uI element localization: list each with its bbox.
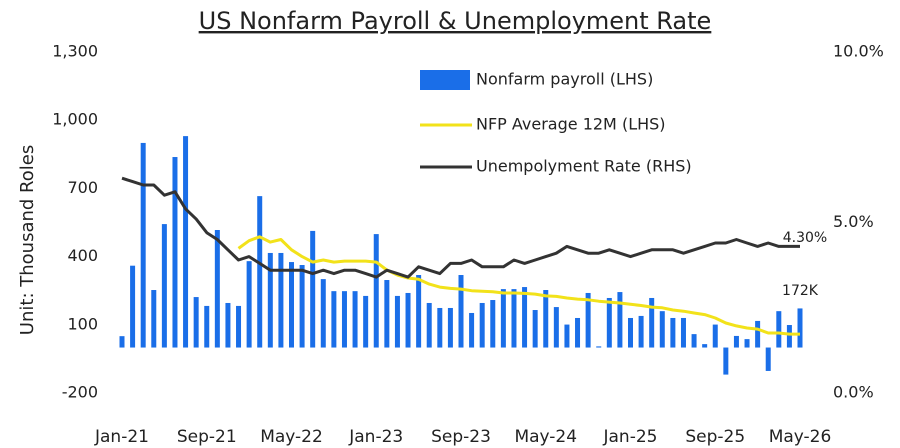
bar <box>299 265 305 348</box>
bar <box>426 302 432 348</box>
bar <box>691 334 697 348</box>
bar <box>712 324 718 348</box>
bar <box>236 305 242 348</box>
legend-swatch <box>420 70 470 90</box>
y-tick-label: 1,300 <box>52 42 98 61</box>
bar <box>289 262 294 348</box>
annotation: 172K <box>782 283 819 299</box>
x-tick-label: Jan-25 <box>603 427 658 447</box>
bar <box>161 224 167 348</box>
bar <box>469 312 475 348</box>
bar <box>458 275 464 348</box>
bar <box>331 291 337 348</box>
legend-label: Unempolyment Rate (RHS) <box>476 157 692 176</box>
bar <box>723 347 729 375</box>
bar <box>765 347 771 371</box>
y-axis-title: Unit: Thousand Roles <box>17 145 38 335</box>
bar <box>447 307 453 348</box>
y2-tick-label: 0.0% <box>833 383 874 402</box>
chart-title: US Nonfarm Payroll & Unemployment Rate <box>199 7 712 35</box>
y2-tick-label: 10.0% <box>833 42 884 61</box>
bar <box>214 230 220 348</box>
bar <box>416 275 422 348</box>
bar <box>119 336 125 348</box>
bar <box>267 252 273 348</box>
bar <box>246 261 252 348</box>
bar <box>596 346 602 348</box>
x-tick-label: Jan-21 <box>94 427 149 447</box>
bar <box>130 265 136 348</box>
y-tick-label: 1,000 <box>52 110 98 129</box>
bar <box>257 196 263 348</box>
legend-label: Nonfarm payroll (LHS) <box>476 70 653 89</box>
bar <box>786 325 792 348</box>
bar <box>193 297 199 348</box>
bar <box>532 310 538 348</box>
x-tick-label: Sep-25 <box>685 427 745 447</box>
legend-label: NFP Average 12M (LHS) <box>476 115 666 134</box>
bar <box>670 317 676 348</box>
x-tick-label: Jan-23 <box>348 427 403 447</box>
bar <box>617 292 623 348</box>
bar <box>437 307 443 348</box>
y-tick-label: 700 <box>67 178 98 197</box>
line-series <box>121 176 800 279</box>
bar <box>490 300 496 348</box>
bar <box>341 291 347 348</box>
annotation: 4.30% <box>783 230 827 246</box>
bar <box>702 344 708 348</box>
bar <box>776 311 782 348</box>
bar <box>140 142 146 348</box>
bar <box>479 302 485 348</box>
bar <box>649 297 655 348</box>
bar <box>172 157 178 348</box>
x-tick-label: May-24 <box>514 427 577 447</box>
bar <box>755 320 761 348</box>
y-tick-label: -200 <box>62 383 98 402</box>
bar <box>310 230 316 348</box>
bar <box>183 136 189 348</box>
x-tick-label: Sep-23 <box>431 427 491 447</box>
bar <box>522 287 528 348</box>
bar <box>575 317 581 348</box>
bar <box>363 295 369 348</box>
y-tick-label: 100 <box>67 314 98 333</box>
bar <box>225 302 231 348</box>
bar <box>564 324 570 348</box>
bar <box>733 335 739 348</box>
x-tick-label: May-26 <box>769 427 832 447</box>
bar <box>659 311 665 348</box>
bar <box>680 317 686 348</box>
x-tick-label: May-22 <box>260 427 323 447</box>
bar <box>606 297 612 348</box>
bar <box>585 292 591 348</box>
bar <box>511 289 517 348</box>
bar <box>628 317 633 348</box>
bar <box>352 291 358 348</box>
bar <box>320 279 326 348</box>
bar <box>373 234 379 348</box>
bar <box>744 339 750 348</box>
bar <box>278 252 284 348</box>
x-tick-label: Sep-21 <box>177 427 237 447</box>
bar <box>151 290 157 348</box>
bar <box>553 307 559 348</box>
bar <box>543 290 549 348</box>
bar <box>384 280 390 348</box>
bar <box>797 308 803 348</box>
bar <box>405 292 411 348</box>
bar <box>500 289 506 348</box>
y2-tick-label: 5.0% <box>833 212 874 231</box>
line-series <box>237 235 800 336</box>
bar <box>394 295 400 348</box>
bar <box>638 315 644 348</box>
bar <box>204 305 210 348</box>
y-tick-label: 400 <box>67 246 98 265</box>
